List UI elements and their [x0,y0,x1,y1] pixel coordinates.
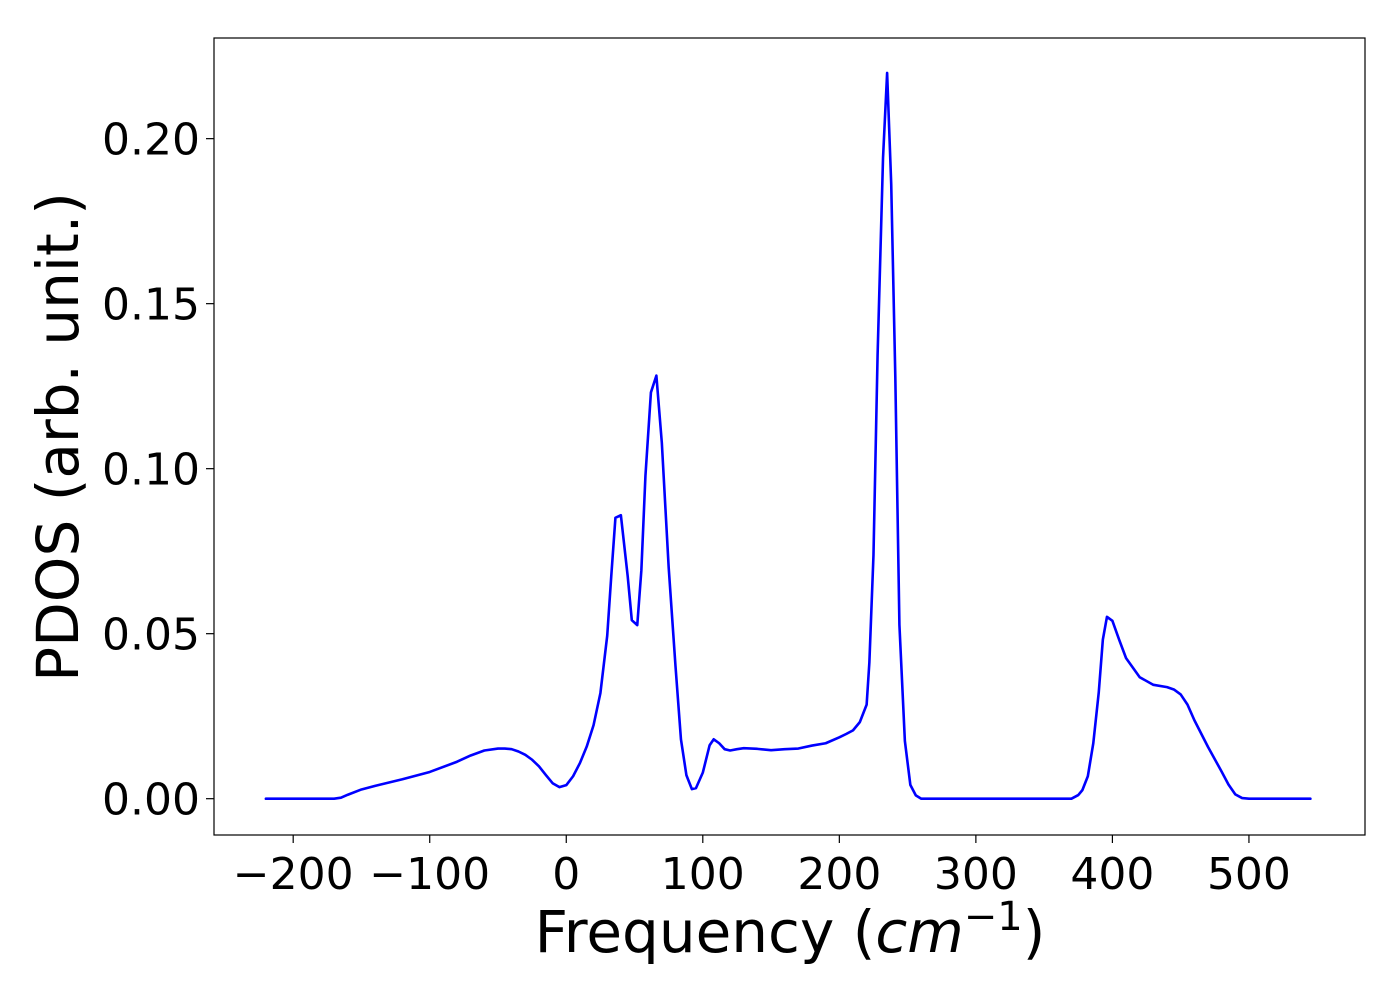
series-layer [264,71,1312,801]
plot-frame [213,37,1366,836]
pdos-series-line [264,71,1312,801]
y-tick-label: 0.10 [102,445,200,496]
x-tick-label: 400 [1070,849,1154,900]
x-axis-title: Frequency (cm−1) [535,894,1046,966]
y-tick-label: 0.00 [102,775,200,826]
y-axis-title: PDOS (arb. unit.) [24,192,92,682]
x-tick-label: 200 [797,849,881,900]
x-axis-title-exponent: −1 [964,894,1023,940]
x-tick-label: 500 [1207,849,1291,900]
y-axis-ticks: 0.00 0.05 0.10 0.15 0.20 [102,115,214,826]
x-tick-label: 100 [661,849,745,900]
x-axis-ticks: −200 −100 0 100 200 300 400 500 [233,835,1291,900]
y-tick-label: 0.20 [102,115,200,166]
x-axis-title-unit: cm [875,898,963,966]
x-tick-label: −100 [369,849,490,900]
y-tick-label: 0.15 [102,280,200,331]
y-tick-label: 0.05 [102,610,200,661]
x-axis-title-text: Frequency ( [535,898,876,966]
x-tick-label: 300 [934,849,1018,900]
x-tick-label: 0 [552,849,580,900]
x-axis-title-close: ) [1023,898,1046,966]
x-tick-label: −200 [233,849,354,900]
